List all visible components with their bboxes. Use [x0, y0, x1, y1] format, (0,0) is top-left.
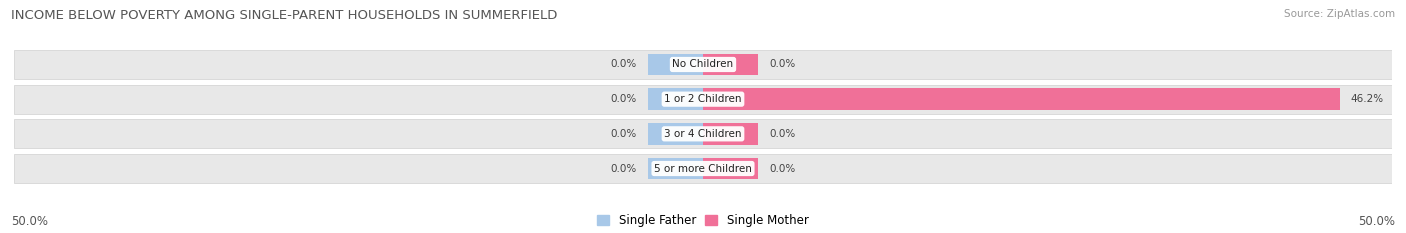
- Text: 50.0%: 50.0%: [1358, 215, 1395, 228]
- Bar: [14, 50, 1392, 79]
- Legend: Single Father, Single Mother: Single Father, Single Mother: [598, 214, 808, 227]
- Bar: [648, 88, 703, 110]
- Text: 50.0%: 50.0%: [11, 215, 48, 228]
- Bar: [703, 88, 1340, 110]
- Bar: [14, 154, 1392, 183]
- Text: No Children: No Children: [672, 59, 734, 69]
- Text: Source: ZipAtlas.com: Source: ZipAtlas.com: [1284, 9, 1395, 19]
- Bar: [648, 54, 703, 75]
- Bar: [14, 119, 1392, 148]
- Text: 0.0%: 0.0%: [769, 59, 796, 69]
- Text: 3 or 4 Children: 3 or 4 Children: [664, 129, 742, 139]
- Text: 1 or 2 Children: 1 or 2 Children: [664, 94, 742, 104]
- Text: 0.0%: 0.0%: [610, 164, 637, 174]
- Bar: [703, 123, 758, 145]
- Bar: [648, 158, 703, 179]
- Text: 0.0%: 0.0%: [769, 129, 796, 139]
- Bar: [648, 123, 703, 145]
- Text: 5 or more Children: 5 or more Children: [654, 164, 752, 174]
- Bar: [14, 85, 1392, 114]
- Text: 0.0%: 0.0%: [610, 59, 637, 69]
- Text: 0.0%: 0.0%: [610, 129, 637, 139]
- Text: INCOME BELOW POVERTY AMONG SINGLE-PARENT HOUSEHOLDS IN SUMMERFIELD: INCOME BELOW POVERTY AMONG SINGLE-PARENT…: [11, 9, 558, 22]
- Bar: [703, 158, 758, 179]
- Bar: [703, 54, 758, 75]
- Text: 0.0%: 0.0%: [610, 94, 637, 104]
- Text: 0.0%: 0.0%: [769, 164, 796, 174]
- Text: 46.2%: 46.2%: [1351, 94, 1384, 104]
